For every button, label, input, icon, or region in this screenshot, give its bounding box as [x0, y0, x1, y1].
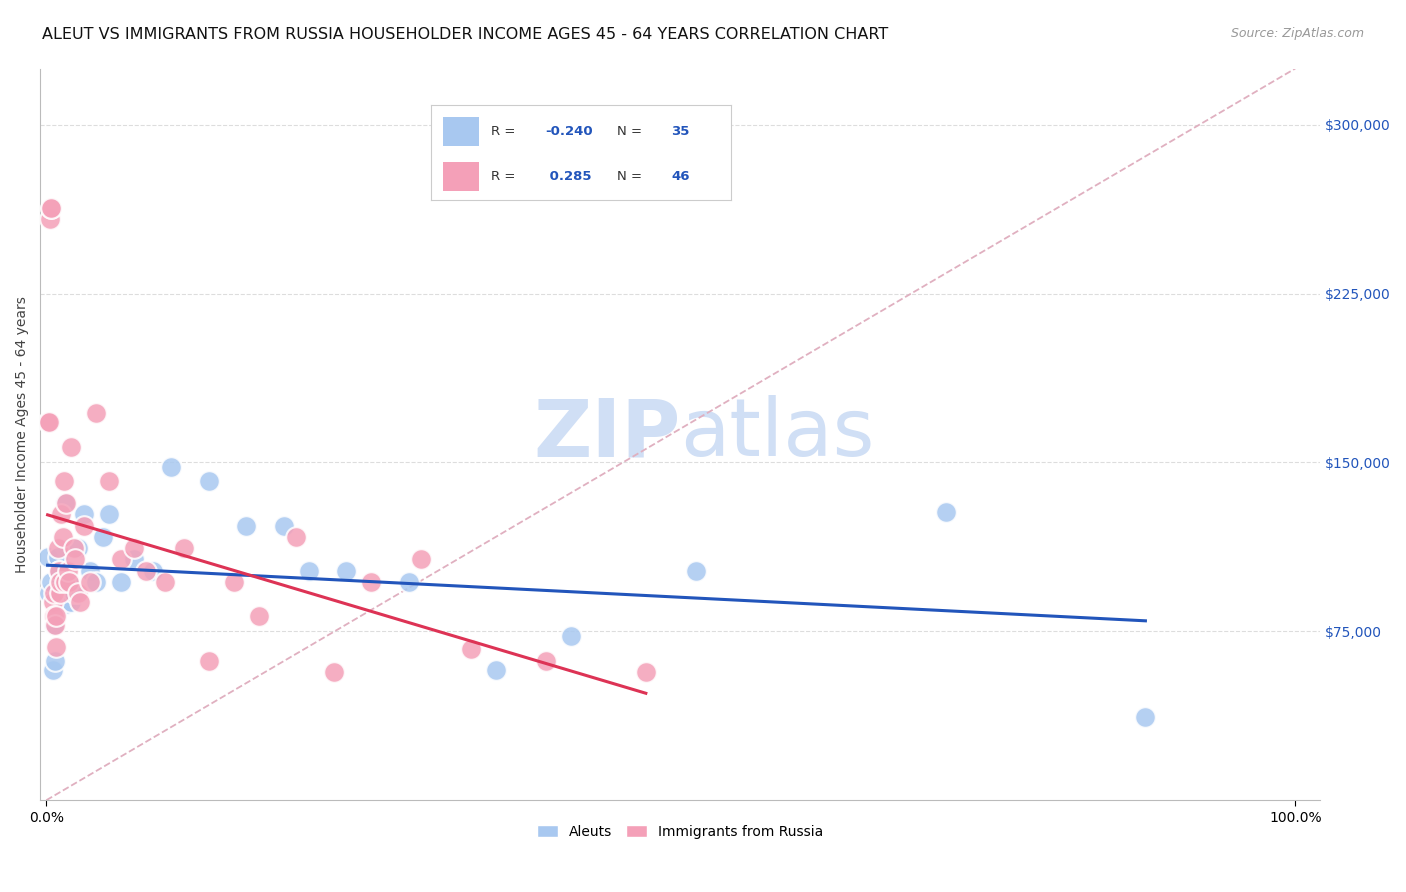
Point: [135, 564, 157, 578]
Point: [73, 508, 96, 522]
Point: [53, 574, 76, 589]
Point: [141, 564, 163, 578]
Point: [38, 586, 60, 600]
Point: [335, 564, 357, 578]
Point: [49, 586, 72, 600]
Point: [41, 663, 63, 677]
Point: [41, 574, 63, 589]
Point: [69, 595, 91, 609]
Point: [86, 406, 108, 420]
Point: [285, 530, 308, 544]
Point: [560, 629, 582, 643]
Point: [91, 530, 114, 544]
Point: [122, 552, 145, 566]
Point: [60, 440, 83, 454]
Point: [44, 617, 66, 632]
Point: [460, 642, 482, 657]
Point: [86, 574, 108, 589]
Point: [44, 654, 66, 668]
Point: [48, 564, 70, 578]
Point: [51, 574, 73, 589]
Point: [51, 508, 73, 522]
Point: [247, 608, 270, 623]
Point: [79, 564, 101, 578]
Point: [49, 574, 72, 589]
Point: [41, 595, 63, 609]
Point: [322, 665, 344, 679]
Point: [1135, 710, 1157, 724]
Legend: Aleuts, Immigrants from Russia: Aleuts, Immigrants from Russia: [531, 820, 830, 845]
Point: [41, 201, 63, 215]
Point: [37, 549, 59, 564]
Point: [485, 663, 508, 677]
Text: ZIP: ZIP: [533, 395, 681, 474]
Point: [63, 541, 86, 555]
Point: [38, 415, 60, 429]
Point: [56, 564, 79, 578]
Point: [66, 586, 89, 600]
Point: [60, 595, 83, 609]
Point: [45, 608, 67, 623]
Point: [39, 212, 62, 227]
Point: [935, 505, 957, 519]
Point: [685, 564, 707, 578]
Point: [110, 574, 132, 589]
Point: [409, 552, 432, 566]
Point: [45, 640, 67, 654]
Point: [52, 474, 75, 488]
Point: [534, 654, 557, 668]
Point: [42, 617, 65, 632]
Y-axis label: Householder Income Ages 45 - 64 years: Householder Income Ages 45 - 64 years: [15, 296, 30, 573]
Point: [197, 474, 219, 488]
Point: [37, 415, 59, 429]
Point: [42, 586, 65, 600]
Text: ALEUT VS IMMIGRANTS FROM RUSSIA HOUSEHOLDER INCOME AGES 45 - 64 YEARS CORRELATIO: ALEUT VS IMMIGRANTS FROM RUSSIA HOUSEHOL…: [42, 27, 889, 42]
Point: [97, 474, 120, 488]
Text: atlas: atlas: [681, 395, 875, 474]
Point: [110, 552, 132, 566]
Point: [53, 496, 76, 510]
Point: [173, 541, 195, 555]
Point: [42, 608, 65, 623]
Point: [63, 552, 86, 566]
Point: [48, 564, 70, 578]
Point: [55, 496, 77, 510]
Point: [63, 586, 86, 600]
Point: [160, 460, 183, 475]
Point: [360, 574, 382, 589]
Point: [46, 549, 69, 564]
Point: [398, 574, 420, 589]
Point: [52, 530, 75, 544]
Point: [273, 518, 295, 533]
Point: [197, 654, 219, 668]
Point: [222, 574, 245, 589]
Point: [73, 518, 96, 533]
Point: [298, 564, 321, 578]
Point: [634, 665, 657, 679]
Point: [153, 574, 176, 589]
Point: [97, 508, 120, 522]
Point: [46, 541, 69, 555]
Point: [235, 518, 257, 533]
Point: [58, 574, 80, 589]
Point: [122, 541, 145, 555]
Point: [55, 597, 77, 611]
Point: [58, 574, 80, 589]
Text: Source: ZipAtlas.com: Source: ZipAtlas.com: [1230, 27, 1364, 40]
Point: [66, 541, 89, 555]
Point: [79, 574, 101, 589]
Point: [41, 201, 63, 215]
